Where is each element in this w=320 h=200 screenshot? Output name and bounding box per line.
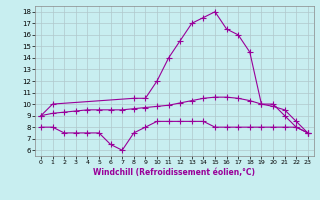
X-axis label: Windchill (Refroidissement éolien,°C): Windchill (Refroidissement éolien,°C): [93, 168, 255, 177]
